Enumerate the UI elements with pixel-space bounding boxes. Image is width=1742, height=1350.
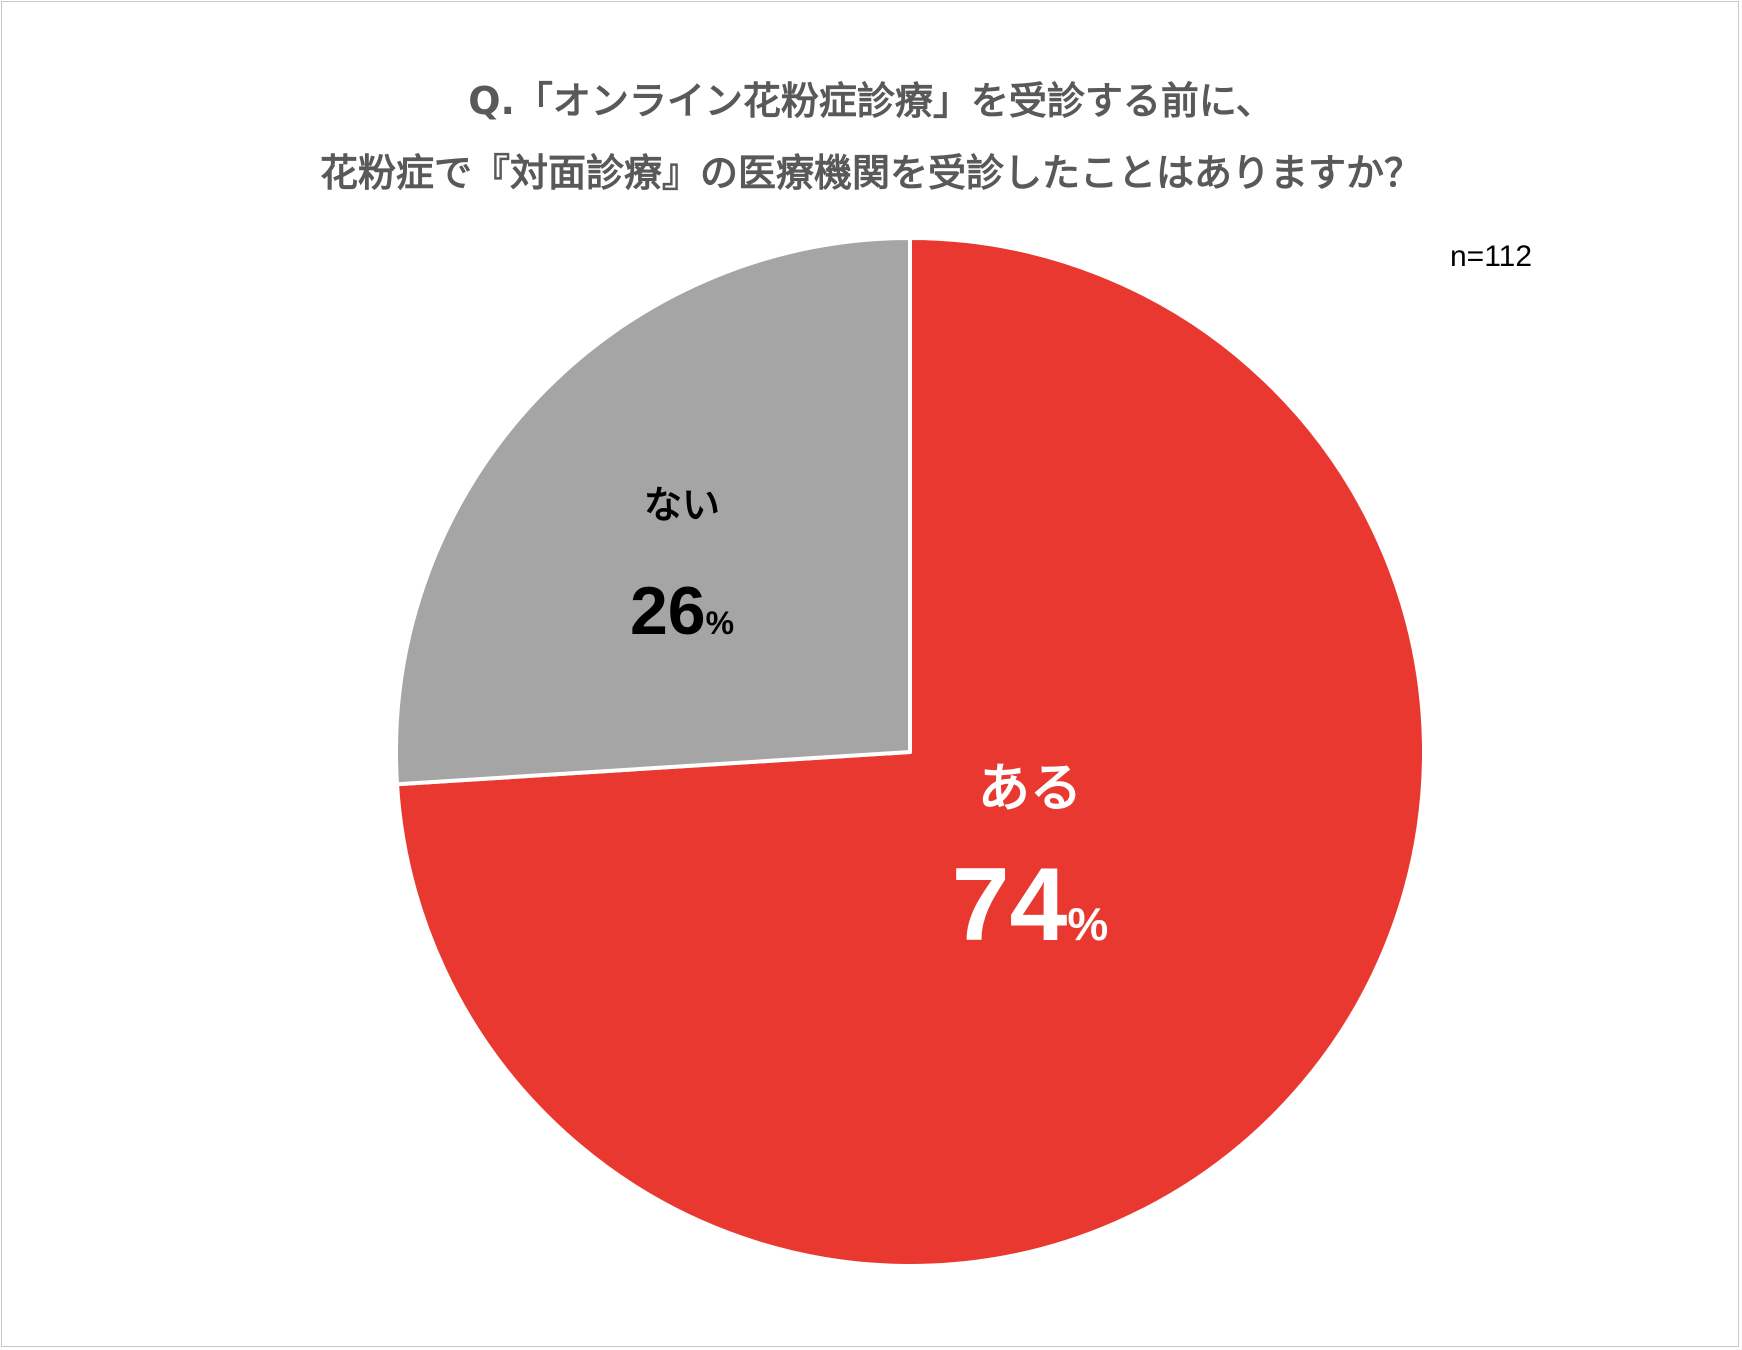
chart-title-line-1: Q.「オンライン花粉症診療」を受診する前に、	[468, 79, 1274, 123]
slice-category-label: ある	[978, 759, 1082, 819]
pie-slice-2	[394, 236, 912, 787]
slice-category-label: ない	[644, 483, 720, 527]
sample-size-label: n=112	[1450, 240, 1533, 273]
slice-value-label: 26%	[630, 573, 734, 649]
pie-labels: ある 74% ない 26%	[630, 483, 1108, 963]
pie-slices	[394, 236, 1426, 1268]
chart-title-line-2: 花粉症で『対面診療』の医療機関を受診したことはありますか？	[319, 151, 1422, 195]
slice-value-label: 74%	[952, 847, 1109, 963]
